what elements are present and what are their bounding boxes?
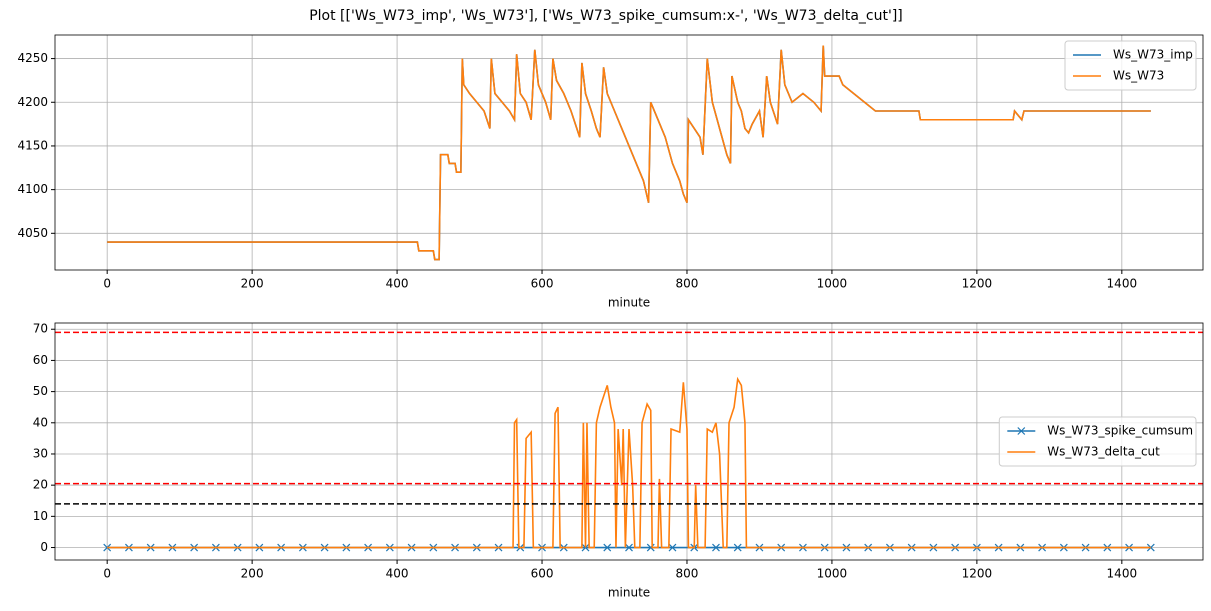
y-tick-label: 30 (33, 446, 48, 460)
x-tick-label: 1400 (1107, 567, 1138, 581)
legend-label: Ws_W73_delta_cut (1047, 445, 1160, 459)
x-tick-label: 400 (386, 277, 409, 291)
legend-box (998, 416, 1197, 467)
legend-box (1064, 40, 1197, 91)
x-tick-label: 1000 (817, 567, 848, 581)
plot-area (55, 331, 1203, 552)
marker (733, 543, 742, 552)
y-tick-label: 20 (33, 478, 48, 492)
marker (603, 543, 612, 552)
x-tick-label: 800 (676, 567, 699, 581)
y-tick-label: 4050 (17, 226, 48, 240)
marker (625, 543, 633, 552)
x-tick-label: 400 (386, 567, 409, 581)
x-tick-label: 200 (241, 277, 264, 291)
axes-frame (54, 322, 1204, 561)
x-tick-label: 800 (676, 277, 699, 291)
legend-label: Ws_W73 (1113, 69, 1164, 83)
y-tick-label: 4150 (17, 138, 48, 152)
x-tick-label: 1200 (962, 277, 993, 291)
legend-label: Ws_W73_spike_cumsum (1047, 424, 1193, 438)
x-tick-label: 0 (103, 567, 111, 581)
y-tick-label: 0 (40, 540, 48, 554)
plot-area (107, 45, 1151, 261)
x-tick-label: 1400 (1107, 277, 1138, 291)
y-tick-label: 40 (33, 415, 48, 429)
legend-label: Ws_W73_imp (1113, 48, 1193, 62)
y-tick-label: 4100 (17, 182, 48, 196)
y-tick-label: 50 (33, 384, 48, 398)
marker (646, 543, 655, 552)
x-tick-label: 200 (241, 567, 264, 581)
y-tick-label: 4250 (17, 51, 48, 65)
series-line (107, 45, 1151, 261)
marker (712, 543, 720, 552)
figure-title: Plot [['Ws_W73_imp', 'Ws_W73'], ['Ws_W73… (309, 8, 903, 24)
y-tick-label: 70 (33, 322, 48, 336)
x-tick-label: 1000 (817, 277, 848, 291)
marker (668, 543, 677, 552)
legend-marker (1017, 427, 1026, 435)
axes-frame (54, 34, 1204, 271)
series-line (107, 376, 1151, 549)
y-tick-label: 60 (33, 353, 48, 367)
y-tick-label: 4200 (17, 95, 48, 109)
x-tick-label: 600 (531, 567, 554, 581)
x-axis-label: minute (608, 296, 650, 310)
marker (1146, 543, 1155, 552)
x-tick-label: 1200 (962, 567, 993, 581)
x-tick-label: 0 (103, 277, 111, 291)
y-tick-label: 10 (33, 509, 48, 523)
x-axis-label: minute (608, 586, 650, 600)
x-tick-label: 600 (531, 277, 554, 291)
